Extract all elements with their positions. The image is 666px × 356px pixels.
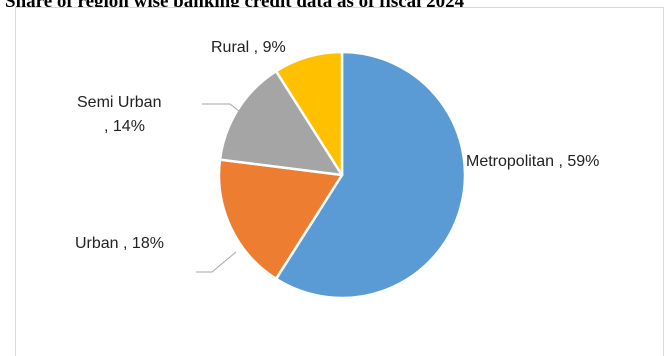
slice-label-semi-urban-line1: Semi Urban [77, 94, 161, 111]
leader-line-urban [196, 251, 237, 273]
pie-slice-urban [217, 158, 344, 281]
slice-label-metropolitan: Metropolitan , 59% [466, 153, 599, 170]
leader-line-semi-urban [202, 103, 255, 124]
slice-labels: Rural , 9% Semi Urban , 14% Metropolitan… [75, 39, 599, 252]
slice-label-rural: Rural , 9% [211, 39, 286, 56]
pie-slice-rural [274, 50, 344, 177]
slice-label-urban: Urban , 18% [75, 235, 164, 252]
leader-lines [196, 103, 255, 273]
pie-slice-metropolitan [274, 50, 467, 300]
pie-slices [217, 50, 467, 300]
pie-slice-semi-urban [218, 69, 344, 177]
slice-label-semi-urban-line2: , 14% [104, 118, 145, 135]
